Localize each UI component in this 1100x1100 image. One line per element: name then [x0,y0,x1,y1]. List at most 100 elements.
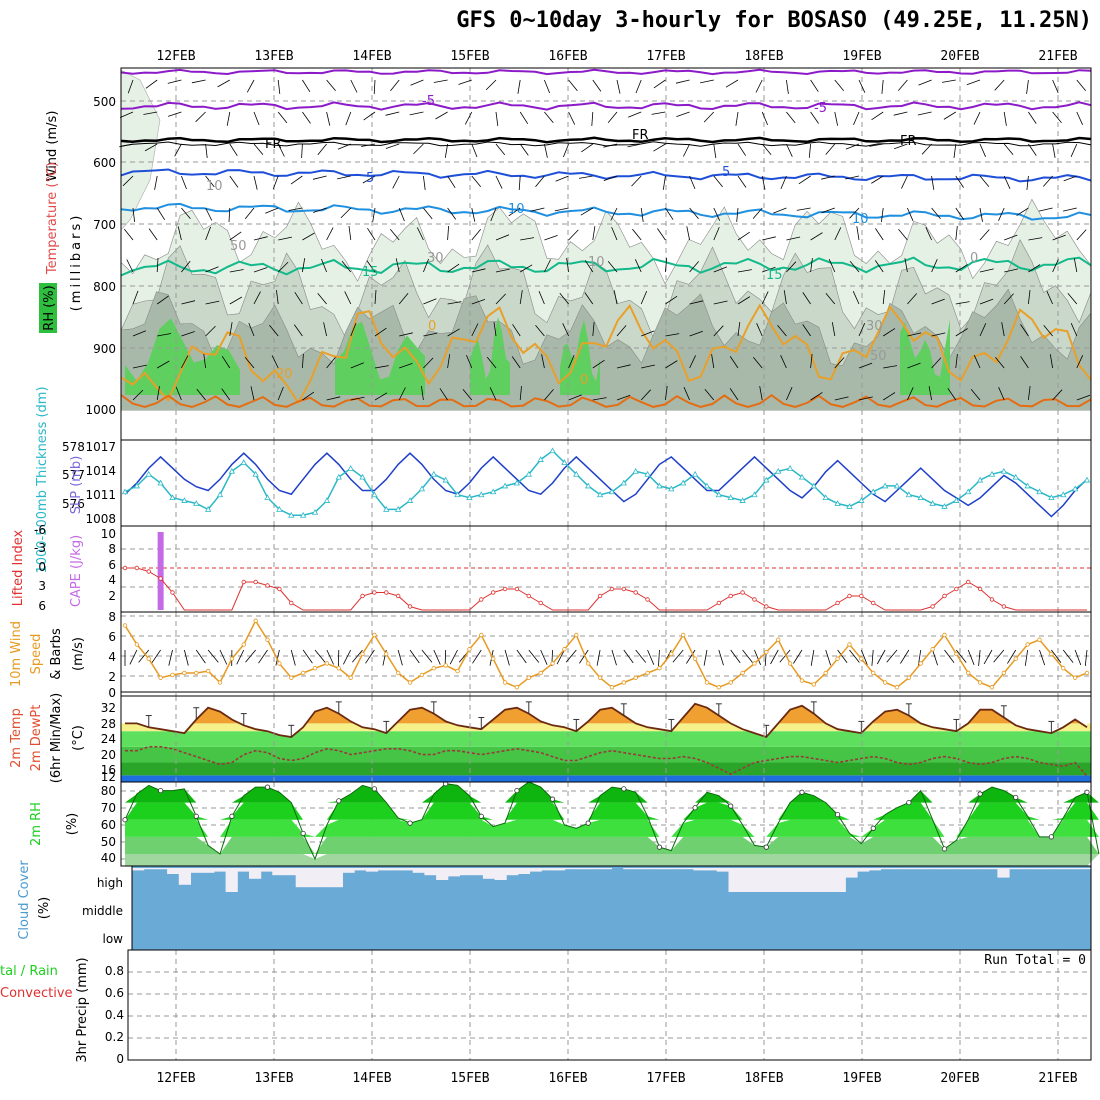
slp-panel: 578 577 576 1017 1014 1011 1008 1000-500… [35,386,1092,574]
wind10m-speed-point-38 [574,632,579,638]
barb-upper-142 [662,175,666,190]
barb-upper-370 [374,365,389,369]
barb-upper-143 [689,175,696,190]
wind-tick-2: 2 [108,670,116,684]
thickness-point-51 [727,494,734,501]
thickness-point-75 [1012,473,1019,480]
barb-upper-387 [780,355,787,369]
barb-upper-52 [409,111,424,116]
barb-upper-346 [756,323,763,337]
rh2m-point-12 [264,784,271,790]
barb-upper-400 [132,389,144,401]
barb-upper-103 [683,143,690,157]
wind10m-speed-point-0 [122,623,128,628]
thk-tick-576: 576 [62,497,85,511]
barb-upper-324 [229,322,233,337]
wind10-barb-28 [449,649,458,665]
barb-upper-184 [713,207,721,221]
barb-upper-284 [229,296,243,305]
barb-upper-215 [495,234,510,241]
wind10m-speed-point-58 [811,682,817,687]
wind10-barb-66 [900,649,910,664]
isotherm-label-p15a: 15 [362,265,379,280]
wind10-barb-64 [876,649,886,665]
thickness-point-7 [204,506,212,512]
cloud-high-bar-6 [202,868,215,873]
barb-upper-309 [825,292,836,305]
barb-upper-319 [1067,292,1078,305]
cloud-high-bar-11 [260,868,273,872]
barb-upper-74 [943,111,957,120]
barb-upper-117 [1028,143,1037,156]
barb-upper-189 [821,207,835,214]
cloud-high-bar-72 [974,868,987,870]
wind10-barb-37 [556,649,565,665]
cloud-high-bar-10 [249,868,262,879]
barb-upper-277 [1028,264,1041,273]
wind10-barb-2 [138,649,150,663]
thickness-point-17 [323,497,331,503]
rh-green-patch-1 [335,321,425,410]
barb-upper-68 [810,111,819,124]
isotherm-m5 [120,101,1092,111]
barb-upper-304 [713,300,728,305]
barb-upper-378 [568,354,575,369]
cloud-high-bar-9 [237,868,250,872]
cloud-high-bar-53 [751,868,764,892]
precip-tick-04: 0.4 [105,1008,124,1022]
barb-upper-42 [167,111,182,117]
thickness-point-19 [347,465,354,471]
barb-upper-341 [641,330,655,337]
barb-upper-194 [955,207,965,220]
barb-upper-157 [1026,175,1029,190]
lifted-index-point-50 [716,600,722,606]
barb-upper-393 [931,357,942,369]
wind10m-speed-point-75 [1013,656,1018,661]
cape-tick-2: 2 [108,589,116,603]
barb-upper-16 [517,79,521,94]
cloud-high-bar-4 [178,868,191,885]
wind10-series [122,618,1090,690]
lifted-index-point-72 [977,586,983,592]
barb-upper-259 [584,260,594,273]
barb-upper-353 [931,332,946,337]
thickness-point-38 [573,470,580,477]
barb-upper-78 [1052,111,1062,124]
rh-contour-label-30a: 30 [427,251,444,266]
barb-upper-230 [856,226,860,241]
lifted-index-point-63 [871,600,876,606]
barb-upper-402 [175,386,182,401]
rh2m-point-54 [763,844,769,850]
date-bottom-6: 18FEB [744,1071,783,1086]
wind10m-speed-point-10 [241,642,246,647]
lifted-index-label: Lifted Index [11,529,26,606]
date-top-7: 19FEB [842,49,881,64]
barb-upper-178 [554,207,569,212]
barb-upper-115 [979,143,986,157]
thickness-point-18 [335,473,342,480]
cloud-high-bar-12 [272,868,285,876]
barb-upper-179 [580,207,594,216]
thickness-point-54 [763,476,770,483]
barb-upper-19 [592,79,602,92]
barb-upper-53 [435,111,448,120]
cloud-high-bar-39 [588,868,601,870]
thickness-point-42 [620,479,627,486]
isotherm-label-p5a: 5 [366,171,374,186]
date-bottom-2: 14FEB [352,1071,391,1086]
slp-series [121,447,1091,518]
lifted-index-point-24 [407,604,413,609]
barb-upper-31 [881,79,884,94]
thickness-point-27 [442,476,449,483]
date-labels-top: 12FEB 13FEB 14FEB 15FEB 16FEB 17FEB 18FE… [156,49,1077,64]
cloud-high-bar-29 [471,868,484,876]
barb-upper-214 [471,228,482,241]
barb-upper-289 [344,291,352,305]
cloud-high-bar-7 [213,868,227,872]
isotherm-p10 [120,202,1092,221]
barb-upper-301 [640,290,648,305]
rh2m-band-2 [125,819,1099,837]
wind10m-speed-point-16 [312,666,318,671]
wind-tick-4: 4 [108,650,116,664]
barb-upper-288 [317,292,327,305]
